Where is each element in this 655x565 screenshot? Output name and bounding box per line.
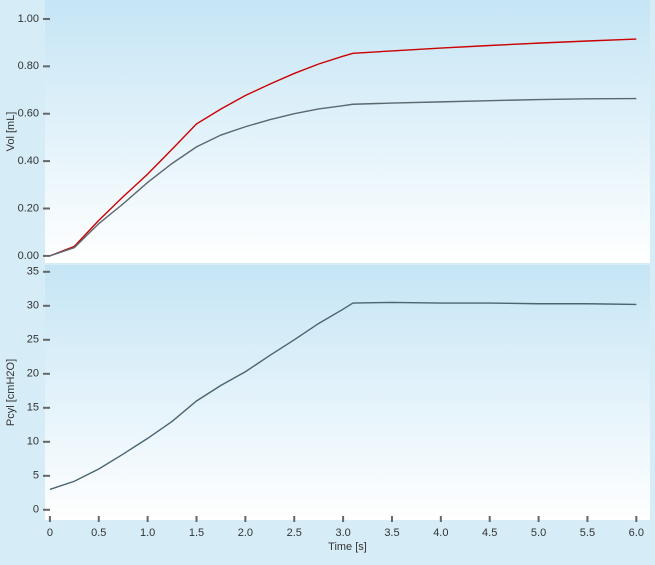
y-tick-label: 0.80 [18,60,39,72]
y-tick-label: 0.60 [18,108,39,120]
y-axis-label: Pcyl [cmH2O] [5,359,17,426]
y-tick-label: 5 [33,470,39,482]
y-tick-label: 30 [27,300,39,312]
x-tick-label: 2.5 [287,527,302,539]
y-tick-label: 35 [27,266,39,278]
x-tick-label: 1.5 [189,527,204,539]
x-tick-label: 1.0 [140,527,155,539]
x-tick-label: 0 [47,527,53,539]
y-axis-label: Vol [mL] [5,112,17,152]
x-tick-label: 4.0 [433,527,448,539]
line-series [49,97,637,257]
line-series [49,301,637,491]
panel [45,0,650,263]
x-tick-label: 5.5 [580,527,595,539]
y-tick-label: 20 [27,368,39,380]
y-tick-label: 0.20 [18,202,39,214]
y-tick-label: 0.00 [18,250,39,262]
y-tick-label: 0 [33,504,39,516]
x-tick-label: 6.0 [629,527,644,539]
x-tick-label: 0.5 [91,527,106,539]
y-tick-label: 10 [27,436,39,448]
y-tick-label: 15 [27,402,39,414]
y-tick-label: 0.40 [18,155,39,167]
x-tick-label: 5.0 [531,527,546,539]
y-tick-label: 25 [27,334,39,346]
x-axis-label: Time [s] [328,541,367,553]
x-tick-label: 4.5 [482,527,497,539]
x-tick-label: 3.0 [335,527,350,539]
line-series [49,38,637,257]
panel [45,265,650,520]
x-tick-label: 3.5 [384,527,399,539]
y-tick-label: 1.00 [18,13,39,25]
x-tick-label: 2.0 [238,527,253,539]
